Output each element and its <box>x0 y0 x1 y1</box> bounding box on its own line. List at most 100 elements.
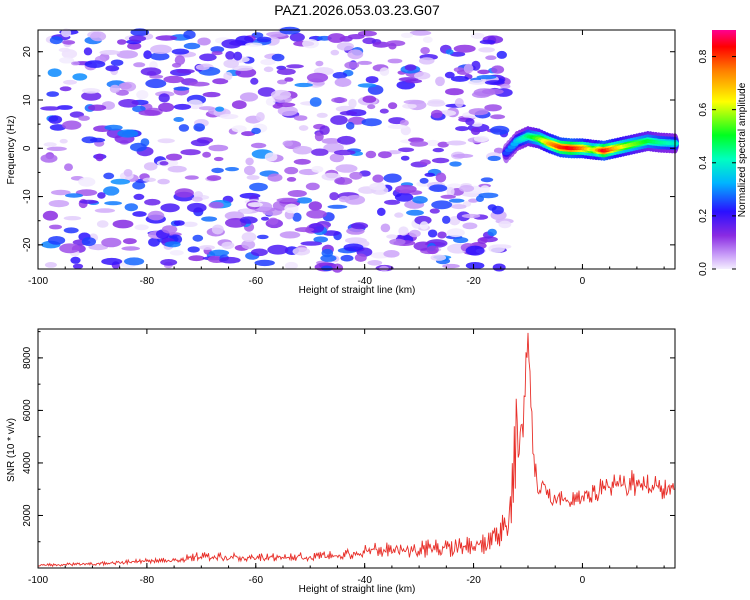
spectrogram-noise-cell <box>320 254 337 262</box>
x-tick-label: -80 <box>140 575 155 586</box>
snr-x-ticks: -100 -80 -60 -40 -20 0 <box>28 329 665 586</box>
spectrogram-noise-cell <box>496 50 507 59</box>
spectrogram-noise-cell <box>329 153 345 163</box>
spectrogram-noise-cell <box>157 138 175 144</box>
spectrogram-noise-cell <box>445 88 464 96</box>
spectrogram-noise-cell <box>277 79 288 85</box>
spectrogram-noise-cell <box>147 210 165 221</box>
y-tick-label: 4000 <box>22 451 33 474</box>
spectrogram-noise-cell <box>130 142 147 152</box>
spectrogram-noise-cell <box>400 32 414 38</box>
spectrogram-noise-cell <box>367 104 376 110</box>
spectrogram-noise-cell <box>446 228 465 238</box>
spectrogram-noise-cell <box>449 161 462 167</box>
spectrogram-noise-cell <box>277 106 298 116</box>
spectrogram-noise-cell <box>286 177 297 182</box>
spectrogram-noise-cell <box>365 150 377 159</box>
x-tick-label: -60 <box>249 276 264 287</box>
colorbar-gradient <box>712 30 736 269</box>
spectrogram-noise-cell <box>59 86 72 92</box>
spectrogram-noise-cell <box>455 126 469 132</box>
spectrogram-noise-cell <box>173 117 184 122</box>
spectrogram-noise-cell <box>389 238 406 246</box>
spectrogram-noise-cell <box>211 51 223 56</box>
spectrogram-noise-cell <box>260 59 276 66</box>
spectrogram-noise-cell <box>490 114 506 120</box>
spectrogram-noise-cell <box>249 182 268 192</box>
spectrogram-noise-cell <box>148 237 160 247</box>
spectrogram-noise-cell <box>143 162 158 171</box>
spectrogram-noise-cell <box>167 165 187 173</box>
spectrogram-noise-cell <box>453 237 469 244</box>
spectrogram-noise-cell <box>409 140 429 147</box>
spectrogram-noise-cell <box>63 79 77 85</box>
spectrogram-noise-cell <box>271 53 285 62</box>
spectrogram-noise-cell <box>402 103 417 109</box>
spectrogram-noise-cell <box>138 109 161 116</box>
spectrogram-noise-cell <box>193 123 205 132</box>
spectrogram-noise-cell <box>431 157 450 164</box>
spectrogram-noise-cell <box>465 118 475 126</box>
spectrogram-noise-cell <box>414 71 431 80</box>
spectrogram-noise-cell <box>49 36 63 45</box>
spectrogram-noise-cell <box>294 115 308 121</box>
spectrogram-noise-cell <box>426 139 440 147</box>
spectrogram-noise-cell <box>427 229 438 238</box>
spectrogram-noise-cell <box>279 26 301 35</box>
spectrogram-y-ticks: -20 -10 0 10 20 <box>22 46 675 270</box>
spectrogram-y-axis-label: Frequency (Hz) <box>6 116 17 185</box>
colorbar-tick-label: 0.4 <box>698 155 709 169</box>
spectrogram-noise-cell <box>284 261 298 270</box>
spectrogram-noise-cell <box>323 143 344 153</box>
spectrogram-noise-cell <box>279 231 301 239</box>
spectrogram-noise-cell <box>48 200 70 208</box>
spectrogram-noise-cell <box>315 60 324 67</box>
spectrogram-noise-cell <box>490 125 510 135</box>
x-tick-label: -100 <box>28 575 48 586</box>
spectrogram-noise-cell <box>174 55 186 66</box>
spectrogram-noise-cell <box>206 175 222 181</box>
spectrogram-noise-cell <box>256 36 272 43</box>
spectrogram-noise-cell <box>329 192 339 201</box>
spectrogram-noise-cell <box>267 173 283 182</box>
spectrogram-noise-cell <box>118 82 132 90</box>
spectrogram-noise-cell <box>406 209 424 216</box>
spectrogram-noise-cell <box>452 153 474 158</box>
spectrogram-noise-cell <box>437 231 447 239</box>
spectrogram-noise-cell <box>429 208 440 214</box>
spectrogram-noise-cell <box>96 220 109 228</box>
spectrogram-noise-cell <box>134 224 149 231</box>
spectrogram-noise-cell <box>446 186 455 197</box>
colorbar-ticks: 0.0 0.2 0.4 0.6 0.8 <box>698 49 736 276</box>
spectrogram-noise-cell <box>117 129 139 138</box>
spectrogram-noise-cell <box>330 49 340 56</box>
spectrogram-noise-cell <box>81 237 96 247</box>
spectrogram-noise-cell <box>132 211 147 217</box>
snr-panel: -100 -80 -60 -40 -20 0 2000 4000 6000 8000 Heigh… <box>6 328 676 595</box>
spectrogram-noise-cell <box>493 147 504 154</box>
spectrogram-noise-cell <box>418 57 435 65</box>
spectrogram-noise-cell <box>430 254 447 261</box>
spectrogram-noise-cell <box>426 245 439 255</box>
snr-frame <box>37 328 676 569</box>
spectrogram-noise-cell <box>133 62 146 68</box>
spectrogram-noise-cell <box>395 184 417 194</box>
spectrogram-noise-cell <box>332 72 348 79</box>
spectrogram-noise-cell <box>160 203 180 213</box>
spectrogram-noise-cell <box>145 78 167 89</box>
spectrogram-noise-cell <box>435 76 445 87</box>
spectrogram-noise-cell <box>246 175 260 180</box>
spectrogram-noise-cell <box>72 263 84 269</box>
colorbar-tick-label: 0.6 <box>698 102 709 116</box>
spectrogram-noise-cell <box>306 72 329 83</box>
spectrogram-noise-cell <box>404 64 417 71</box>
spectrogram-noise-cell <box>210 46 225 53</box>
spectrogram-noise-cell <box>117 39 127 45</box>
spectrogram-noise-cell <box>348 98 357 109</box>
spectrogram-noise-cell <box>445 49 454 55</box>
spectrogram-noise-cell <box>379 108 389 114</box>
spectrogram-noise-cell <box>394 212 404 218</box>
spectrogram-noise-cell <box>451 204 467 210</box>
spectrogram-noise-cell <box>88 244 109 251</box>
spectrogram-noise-cell <box>40 154 58 163</box>
